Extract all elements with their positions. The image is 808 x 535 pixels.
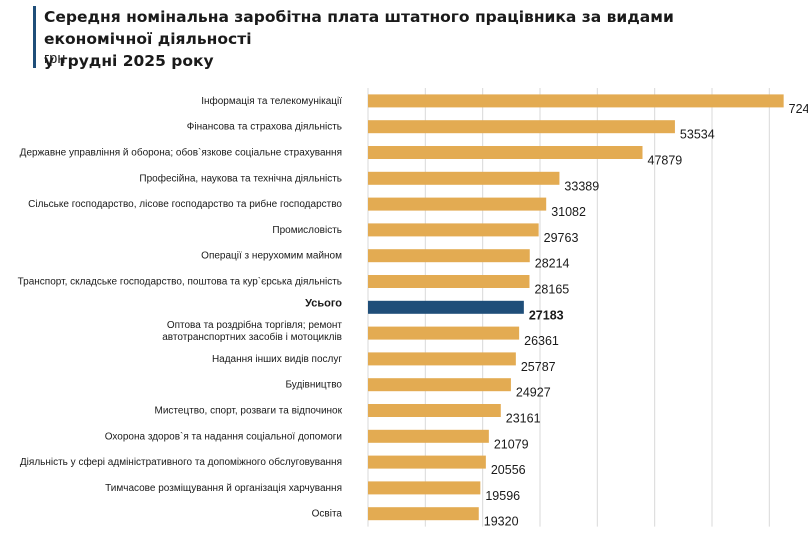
bar [368, 378, 511, 392]
category-label: Оптова та роздрібна торгівля; ремонт [167, 319, 343, 331]
bar [368, 146, 643, 159]
chart-title-line-2: у грудні 2025 року [44, 52, 214, 70]
bar [368, 352, 516, 366]
category-label: автотранспортних засобів і мотоциклів [162, 331, 342, 343]
category-label: Операції з нерухомим майном [201, 251, 342, 262]
data-label: 23161 [506, 412, 541, 426]
category-label: Транспорт, складське господарство, пошто… [18, 276, 342, 288]
data-label: 31082 [551, 205, 586, 219]
data-label: 21079 [494, 437, 529, 451]
data-label: 47879 [648, 154, 683, 168]
chart-title-line-1: Середня номінальна заробітна плата штатн… [44, 8, 674, 48]
bar [368, 326, 520, 340]
data-label: 19596 [485, 489, 520, 503]
bar [368, 455, 486, 469]
category-label: Будівництво [285, 380, 342, 391]
data-label: 26361 [524, 334, 559, 348]
data-label: 28214 [535, 257, 570, 271]
bar [368, 120, 675, 134]
bar [368, 507, 479, 521]
category-label: Професійна, наукова та технічна діяльніс… [139, 172, 342, 184]
bar [368, 197, 547, 211]
category-label: Фінансова та страхова діяльність [187, 122, 342, 133]
category-label: Тимчасове розміщування й організація хар… [105, 483, 342, 494]
title-accent-bar [33, 6, 36, 68]
data-label: 72497 [789, 102, 808, 116]
data-label: 19320 [484, 515, 519, 529]
category-label: Надання інших видів послуг [212, 354, 342, 365]
category-label: Діяльність у сфері адміністративного та … [20, 456, 342, 468]
data-label: 28165 [534, 283, 569, 297]
data-label: 24927 [516, 386, 551, 400]
category-label: Державне управління й оборона; обов`язко… [20, 147, 342, 159]
data-label: 20556 [491, 463, 526, 477]
category-label: Інформація та телекомунікації [201, 95, 342, 107]
bar [368, 94, 784, 108]
category-label: Усього [305, 297, 342, 309]
bar [368, 171, 560, 185]
category-label: Охорона здоров`я та надання соціальної д… [105, 430, 342, 442]
bar [368, 429, 489, 443]
data-label: 25787 [521, 360, 556, 374]
data-label: 53534 [680, 128, 715, 142]
bar [368, 275, 530, 288]
bar [368, 249, 530, 263]
total-bar [368, 300, 524, 314]
category-label: Мистецтво, спорт, розваги та відпочинок [155, 406, 343, 417]
category-label: Сільське господарство, лісове господарст… [28, 198, 342, 210]
unit-label: грн [44, 51, 66, 67]
category-label: Освіта [312, 509, 343, 520]
chart-title: Середня номінальна заробітна плата штатн… [44, 6, 784, 72]
bar [368, 481, 481, 495]
bar [368, 223, 539, 237]
category-label: Промисловість [272, 225, 342, 236]
data-label: 29763 [544, 231, 579, 245]
data-label: 27183 [529, 308, 564, 322]
data-label: 33389 [564, 179, 599, 193]
bar [368, 404, 501, 417]
